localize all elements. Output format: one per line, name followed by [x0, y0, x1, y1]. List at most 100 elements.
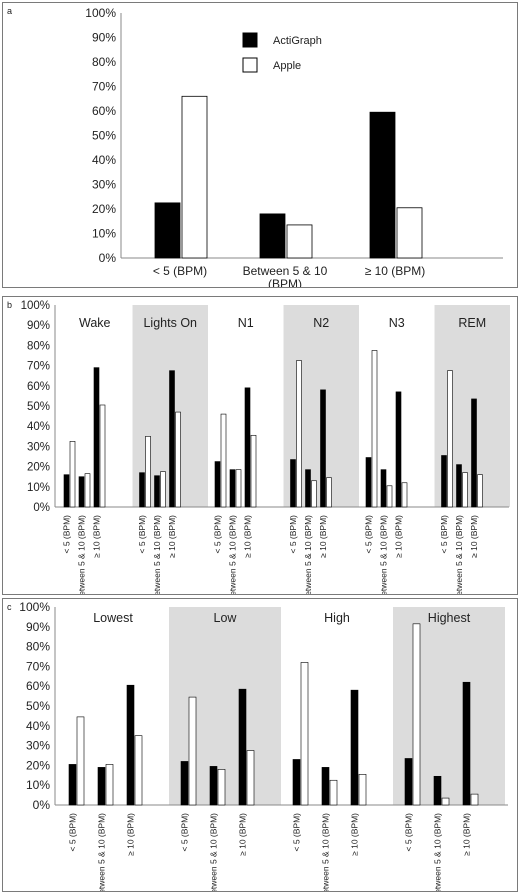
bar-apple [246, 750, 255, 806]
x-category-label: < 5 (BPM) [62, 515, 72, 554]
legend-swatch-apple [242, 57, 258, 73]
y-tick-label: 20% [92, 202, 116, 216]
y-tick-label: 100% [85, 6, 116, 20]
x-category-label: Between 5 & 10 [243, 264, 328, 278]
bar-actigraph [93, 367, 100, 508]
group-label: Lowest [93, 611, 133, 625]
y-tick-label: 10% [26, 778, 50, 792]
bar-apple [358, 774, 367, 806]
bar-actigraph [433, 775, 442, 806]
bar-apple [296, 360, 302, 508]
y-tick-label: 30% [27, 441, 50, 453]
bar-actigraph [321, 767, 330, 806]
bar-apple [145, 436, 151, 508]
x-category-label: < 5 (BPM) [292, 813, 302, 852]
bar-apple [470, 793, 479, 806]
panel-b: b 0% 10% 20% 30% 40% 50% 60% 70% 80% 90% 100% Wake <… [2, 296, 518, 595]
y-tick-label: 0% [99, 251, 117, 265]
y-tick-label: 40% [27, 421, 50, 433]
y-tick-label: 100% [21, 300, 50, 312]
group-label: Lights On [143, 316, 197, 330]
bar-apple [76, 716, 85, 806]
bar-actigraph [78, 476, 85, 508]
bar-apple [371, 350, 378, 508]
bar-apple [160, 471, 166, 508]
legend-swatch-actigraph [242, 32, 258, 48]
x-category-label: < 5 (BPM) [404, 813, 414, 852]
y-tick-label: 90% [26, 620, 50, 634]
bar-actigraph [305, 469, 311, 508]
y-tick-label: 10% [27, 482, 50, 494]
y-tick-label: 80% [92, 55, 116, 69]
bar-apple [311, 480, 317, 508]
group-label: Wake [79, 316, 111, 330]
y-tick-label: 70% [92, 80, 116, 94]
group-label: N2 [313, 316, 329, 330]
x-category-label: ≥ 10 (BPM) [462, 813, 472, 856]
x-category-label: < 5 (BPM) [68, 813, 78, 852]
bar-apple [250, 434, 257, 508]
x-category-label: < 5 (BPM) [137, 515, 147, 554]
bar-apple [84, 473, 91, 508]
y-tick-label: 10% [92, 227, 116, 241]
bar-actigraph [456, 464, 462, 508]
bar-actigraph [154, 475, 160, 508]
bar-apple [217, 769, 226, 806]
y-tick-label: 50% [27, 401, 50, 413]
group-label: Low [214, 611, 238, 625]
bar-apple [69, 441, 76, 508]
x-category-label: Between 5 & 10 (BPM) [228, 515, 238, 594]
x-category-label: ≥ 10 (BPM) [126, 813, 136, 856]
bar-apple [181, 95, 208, 259]
panel-a: a 0% 10% 20% 30% 40% 50% 60% 70% 80% 90% 100% < 5 (… [2, 2, 518, 288]
x-category-label: Between 5 & 10 (BPM) [152, 515, 162, 594]
x-category-label: Between 5 & 10 (BPM) [303, 515, 313, 594]
y-tick-label: 0% [33, 798, 51, 812]
bar-actigraph [404, 758, 413, 806]
y-tick-label: 50% [92, 129, 116, 143]
x-category-label: ≥ 10 (BPM) [92, 515, 102, 558]
bar-apple [329, 779, 338, 806]
bar-actigraph [320, 389, 326, 508]
x-category-label: < 5 (BPM) [180, 813, 190, 852]
bar-apple [412, 623, 421, 806]
bar-actigraph [238, 688, 247, 806]
chart-b-svg: b 0% 10% 20% 30% 40% 50% 60% 70% 80% 90% 100% Wake <… [7, 300, 510, 594]
bar-actigraph [365, 457, 372, 508]
bar-actigraph [259, 213, 286, 259]
bar-apple [99, 404, 106, 508]
bar-actigraph [441, 455, 447, 508]
legend-label-actigraph: ActiGraph [273, 35, 322, 47]
x-category-label: Between 5 & 10 (BPM) [97, 813, 107, 891]
y-tick-label: 80% [27, 340, 50, 352]
bar-actigraph [180, 761, 189, 806]
y-tick-label: 50% [26, 699, 50, 713]
y-tick-label: 60% [26, 679, 50, 693]
panel-b-label: b [7, 300, 12, 310]
x-category-label: Between 5 & 10 (BPM) [77, 515, 87, 594]
x-category-label: ≥ 10 (BPM) [318, 515, 328, 558]
bar-actigraph [209, 766, 218, 806]
bar-actigraph [290, 459, 296, 508]
x-category-label: Between 5 & 10 (BPM) [209, 813, 219, 891]
x-category-label: < 5 (BPM) [213, 515, 223, 554]
bar-actigraph [68, 764, 77, 806]
chart-a-svg: a 0% 10% 20% 30% 40% 50% 60% 70% 80% 90% 100% < 5 (… [7, 6, 503, 287]
bar-apple [386, 485, 393, 508]
x-category-label: ≥ 10 (BPM) [350, 813, 360, 856]
x-category-label: ≥ 10 (BPM) [238, 813, 248, 856]
group-label: Highest [428, 611, 471, 625]
y-tick-label: 60% [27, 381, 50, 393]
y-tick-label: 70% [27, 361, 50, 373]
group-label: N1 [238, 316, 254, 330]
bar-actigraph [169, 370, 175, 508]
x-category-label: < 5 (BPM) [288, 515, 298, 554]
bar-apple [477, 474, 483, 508]
bar-actigraph [350, 689, 359, 806]
bar-actigraph [139, 472, 145, 508]
x-category-label: Between 5 & 10 (BPM) [321, 813, 331, 891]
bar-apple [286, 224, 313, 259]
x-category-label: Between 5 & 10 (BPM) [433, 813, 443, 891]
bar-actigraph [229, 469, 236, 508]
bar-actigraph [154, 202, 181, 259]
